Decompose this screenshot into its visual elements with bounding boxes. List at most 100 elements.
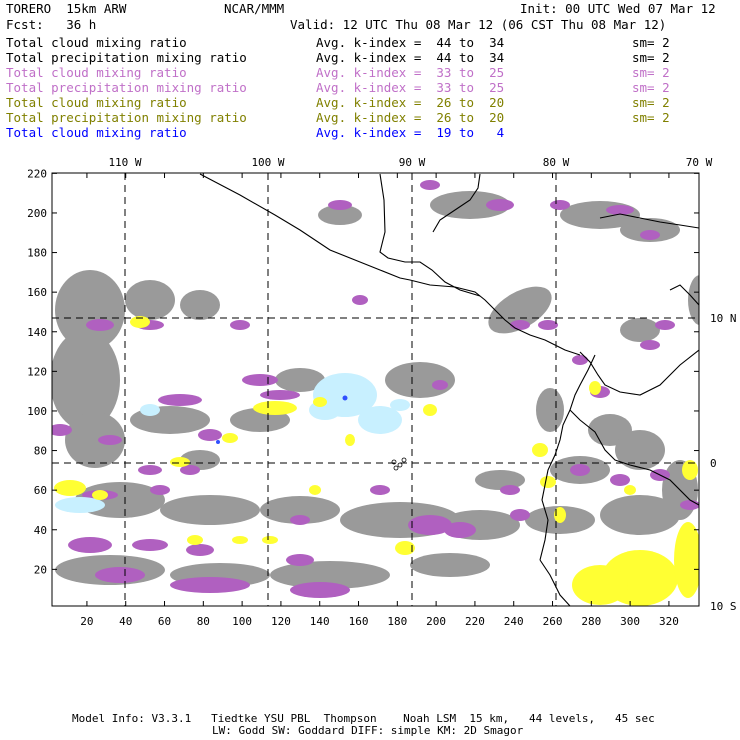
purple-cloud-area — [606, 205, 634, 215]
y-tick-label: 20 — [34, 563, 47, 576]
coastline — [539, 354, 596, 561]
yellow-cloud-area — [222, 433, 238, 443]
lightblue-cloud-area — [55, 497, 105, 513]
x-tick-label: 300 — [620, 615, 640, 628]
legend-sm: sm= 2 — [632, 65, 670, 80]
blue-cloud-core — [216, 440, 220, 444]
purple-cloud-area — [186, 544, 214, 556]
blue-cloud-core — [342, 395, 348, 401]
island — [397, 462, 403, 468]
coastline — [599, 213, 699, 229]
yellow-cloud-area — [532, 443, 548, 457]
purple-cloud-area — [680, 500, 699, 510]
island — [391, 459, 397, 465]
purple-cloud-area — [570, 464, 590, 476]
legend-kindex: Avg. k-index = 26 to 20 — [316, 110, 505, 125]
model-name: TORERO 15km ARW — [6, 1, 127, 16]
purple-cloud-area — [180, 465, 200, 475]
purple-cloud-area — [420, 180, 440, 190]
footer-model-info: Model Info: V3.3.1 Tiedtke YSU PBL Thomp… — [72, 712, 655, 725]
purple-cloud-area — [95, 567, 145, 583]
x-tick-label: 200 — [426, 615, 446, 628]
purple-cloud-area — [550, 200, 570, 210]
island — [393, 465, 399, 471]
island — [401, 457, 407, 463]
x-tick-label: 180 — [387, 615, 407, 628]
yellow-cloud-area — [345, 434, 355, 446]
longitude-label: 70 W — [686, 156, 713, 169]
purple-cloud-area — [500, 485, 520, 495]
purple-cloud-area — [290, 515, 310, 525]
y-tick-label: 100 — [27, 405, 47, 418]
legend-field: Total precipitation mixing ratio — [6, 110, 247, 125]
legend-kindex: Avg. k-index = 44 to 34 — [316, 50, 505, 65]
y-tick-label: 140 — [27, 326, 47, 339]
latitude-label: 10 S — [710, 600, 737, 613]
legend-sm: sm= 2 — [632, 50, 670, 65]
x-tick-label: 220 — [465, 615, 485, 628]
valid-time: Valid: 12 UTC Thu 08 Mar 12 (06 CST Thu … — [290, 17, 667, 32]
y-tick-label: 120 — [27, 365, 47, 378]
legend-sm: sm= 2 — [632, 80, 670, 95]
purple-cloud-area — [158, 394, 202, 406]
y-tick-label: 180 — [27, 247, 47, 260]
legend-kindex: Avg. k-index = 44 to 34 — [316, 35, 505, 50]
yellow-cloud-area — [170, 457, 190, 467]
x-tick-label: 20 — [80, 615, 93, 628]
init-time: Init: 00 UTC Wed 07 Mar 12 — [520, 1, 716, 16]
purple-cloud-area — [538, 320, 558, 330]
purple-cloud-area — [640, 340, 660, 350]
grey-cloud-area — [270, 561, 390, 589]
yellow-cloud-area — [572, 565, 628, 605]
purple-cloud-area — [510, 509, 530, 521]
grey-cloud-area — [620, 318, 660, 342]
legend-sm: sm= 2 — [632, 95, 670, 110]
purple-cloud-area — [328, 200, 352, 210]
yellow-cloud-area — [589, 381, 601, 395]
yellow-cloud-area — [313, 397, 327, 407]
grey-cloud-area — [125, 280, 175, 320]
map-frame — [51, 172, 700, 607]
x-tick-label: 260 — [543, 615, 563, 628]
yellow-cloud-area — [130, 316, 150, 328]
legend-field: Total cloud mixing ratio — [6, 65, 187, 80]
yellow-cloud-area — [682, 460, 698, 480]
y-tick-label: 40 — [34, 524, 47, 537]
coastline — [669, 284, 699, 306]
x-tick-label: 140 — [310, 615, 330, 628]
purple-cloud-area — [98, 435, 122, 445]
grey-cloud-area — [318, 205, 362, 225]
yellow-cloud-area — [187, 535, 203, 545]
purple-cloud-area — [640, 230, 660, 240]
purple-cloud-area — [370, 485, 390, 495]
yellow-cloud-area — [232, 536, 248, 544]
yellow-cloud-area — [674, 522, 699, 598]
longitude-label: 110 W — [108, 156, 141, 169]
lightblue-cloud-area — [358, 406, 402, 434]
yellow-cloud-area — [262, 536, 278, 544]
purple-cloud-area — [260, 390, 300, 400]
x-tick-label: 100 — [232, 615, 252, 628]
grey-cloud-area — [410, 553, 490, 577]
yellow-cloud-area — [54, 480, 86, 496]
legend-sm: sm= 2 — [632, 110, 670, 125]
lightblue-cloud-area — [140, 404, 160, 416]
purple-cloud-area — [198, 429, 222, 441]
purple-cloud-area — [486, 199, 514, 211]
y-tick-label: 220 — [27, 167, 47, 180]
x-tick-label: 120 — [271, 615, 291, 628]
yellow-cloud-area — [395, 541, 415, 555]
purple-cloud-area — [432, 380, 448, 390]
coastline — [432, 173, 481, 233]
legend-kindex: Avg. k-index = 26 to 20 — [316, 95, 505, 110]
grey-cloud-area — [160, 495, 260, 525]
legend-field: Total cloud mixing ratio — [6, 35, 187, 50]
grey-cloud-area — [385, 362, 455, 398]
legend-sm: sm= 2 — [632, 35, 670, 50]
grey-cloud-area — [430, 191, 510, 219]
legend-field: Total cloud mixing ratio — [6, 125, 187, 140]
purple-cloud-area — [572, 355, 588, 365]
grey-cloud-area — [475, 470, 525, 490]
grey-cloud-area — [52, 330, 120, 430]
